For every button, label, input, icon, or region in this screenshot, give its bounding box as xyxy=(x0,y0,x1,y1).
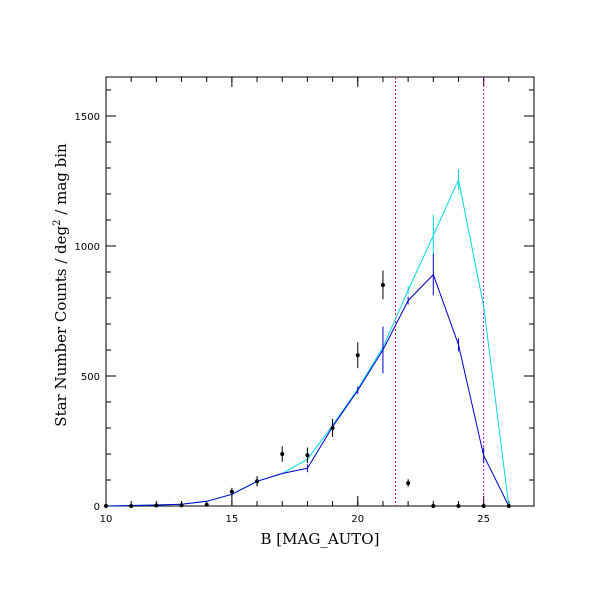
data-point xyxy=(179,503,184,508)
y-axis-title: Star Number Counts / deg2 / mag bin xyxy=(52,143,70,427)
data-point xyxy=(129,504,134,508)
data-point xyxy=(255,479,260,484)
y-tick-label: 0 xyxy=(94,502,100,513)
data-point xyxy=(229,489,234,494)
y-tick-labels: 0 500 1000 1500 xyxy=(75,112,100,513)
series-layer xyxy=(104,169,511,508)
x-tick-labels: 10 15 20 25 xyxy=(100,514,490,525)
data-point xyxy=(204,502,209,507)
limit-lines xyxy=(395,77,485,506)
data-point xyxy=(330,426,335,430)
plot-frame xyxy=(105,76,535,507)
y-axis-title-sup: 2 xyxy=(52,219,63,225)
x-tick-label: 15 xyxy=(226,514,239,525)
data-point xyxy=(481,504,486,508)
data-point xyxy=(431,504,436,508)
data-point xyxy=(406,481,411,486)
y-tick-label: 1500 xyxy=(75,112,100,123)
x-tick-label: 20 xyxy=(351,514,364,525)
data-point xyxy=(506,504,511,508)
y-axis-title-tail: / mag bin xyxy=(52,143,70,220)
x-tick-label: 10 xyxy=(100,514,113,525)
y-tick-label: 1000 xyxy=(75,242,100,253)
series-1 xyxy=(105,253,510,507)
x-axis-title: B [MAG_AUTO] xyxy=(261,530,380,548)
y-tick-label: 500 xyxy=(81,372,100,383)
data-point xyxy=(104,504,108,508)
data-point xyxy=(456,504,461,508)
y-axis-title-main: Star Number Counts / deg xyxy=(52,225,70,426)
x-tick-label: 25 xyxy=(477,514,490,525)
data-point xyxy=(280,452,285,456)
plot-border xyxy=(105,76,535,507)
data-point xyxy=(154,503,159,508)
data-point xyxy=(380,283,385,287)
data-point xyxy=(305,453,310,458)
data-point xyxy=(355,353,360,358)
series-2 xyxy=(104,270,511,508)
